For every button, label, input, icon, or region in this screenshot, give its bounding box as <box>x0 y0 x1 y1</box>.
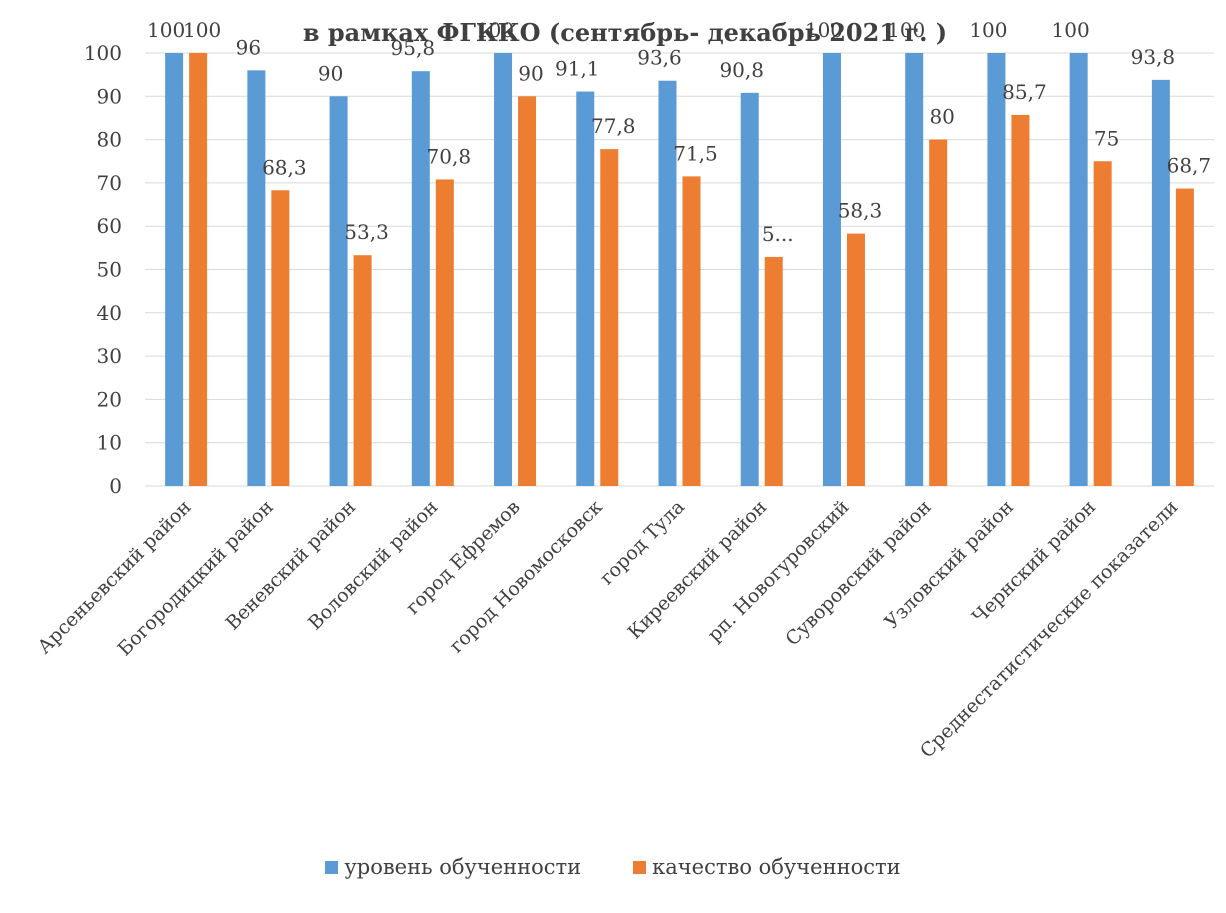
bar-quality <box>518 96 537 487</box>
bar-quality <box>435 179 454 486</box>
bar-quality <box>189 53 208 486</box>
data-label-level: 100 <box>147 18 185 42</box>
legend: уровень обученности качество обученности <box>0 852 1226 882</box>
data-label-quality: 75 <box>1094 126 1119 150</box>
data-label-quality: 58,3 <box>838 199 883 223</box>
data-label-level: 100 <box>1052 18 1090 42</box>
legend-item-quality: качество обученности <box>633 855 901 879</box>
legend-swatch-quality <box>633 860 647 874</box>
bar-level <box>1151 79 1170 486</box>
bar-quality <box>353 255 372 486</box>
bar-level <box>987 53 1006 486</box>
data-label-quality: 85,7 <box>1002 80 1047 104</box>
data-label-quality: 80 <box>929 105 954 129</box>
bar-quality <box>1011 114 1030 486</box>
data-label-level: 91,1 <box>555 57 600 81</box>
data-label-quality: 77,8 <box>591 114 636 138</box>
bar-quality <box>929 139 948 486</box>
bar-level <box>411 71 430 486</box>
y-tick-label: 90 <box>97 84 122 108</box>
data-label-quality: 90 <box>518 61 543 85</box>
legend-swatch-level <box>325 860 339 874</box>
data-label-level: 100 <box>969 18 1007 42</box>
bar-level <box>494 53 513 486</box>
data-label-quality: 5... <box>762 222 794 246</box>
y-tick-label: 20 <box>97 387 122 411</box>
data-label-level: 100 <box>805 18 843 42</box>
y-axis-ticks: 0 10 20 30 40 50 60 70 80 90 100 <box>84 41 122 498</box>
data-label-quality: 53,3 <box>344 220 389 244</box>
y-tick-label: 80 <box>97 128 122 152</box>
bar-level <box>905 53 924 486</box>
x-category-label: Суворовский район <box>781 496 935 650</box>
legend-label-level: уровень обученности <box>344 855 582 879</box>
data-label-level: 90 <box>318 61 343 85</box>
data-label-level: 96 <box>236 35 261 59</box>
data-label-quality: 68,3 <box>262 155 307 179</box>
y-tick-label: 60 <box>97 214 122 238</box>
bar-quality <box>682 176 701 486</box>
bar-level <box>740 92 759 486</box>
bar-quality <box>1175 188 1194 487</box>
bar-level <box>165 53 184 486</box>
y-tick-label: 0 <box>109 474 122 498</box>
y-tick-label: 30 <box>97 344 122 368</box>
bar-level <box>576 91 595 487</box>
data-label-level: 95,8 <box>391 36 436 60</box>
y-tick-label: 100 <box>84 41 122 65</box>
data-label-level: 90,8 <box>719 58 764 82</box>
y-tick-label: 70 <box>97 171 122 195</box>
x-category-label: Богородицкий район <box>113 496 277 660</box>
legend-item-level: уровень обученности <box>325 855 581 879</box>
y-tick-label: 10 <box>97 431 122 455</box>
data-label-level: 93,8 <box>1131 45 1176 69</box>
bar-level <box>247 70 266 486</box>
x-category-label: город Новомосковск <box>445 496 606 657</box>
bar-quality <box>764 256 783 486</box>
x-category-label: Арсеньевский район <box>33 496 195 658</box>
data-label-level: 100 <box>476 18 514 42</box>
y-tick-label: 40 <box>97 301 122 325</box>
bar-quality <box>271 190 290 487</box>
bar-level <box>658 80 677 486</box>
data-label-quality: 71,5 <box>673 141 718 165</box>
data-label-quality: 100 <box>183 18 221 42</box>
bar-quality <box>1093 161 1112 486</box>
chart-title: в рамках ФГККО (сентябрь- декабрь 2021 г… <box>303 18 947 47</box>
bar-level <box>329 96 348 487</box>
y-tick-label: 50 <box>97 258 122 282</box>
bars <box>165 53 1194 487</box>
bar-level <box>822 53 841 486</box>
data-label-quality: 68,7 <box>1167 154 1212 178</box>
x-category-label: рп. Новогуровский <box>703 496 853 646</box>
bar-quality <box>846 233 865 486</box>
data-label-level: 100 <box>887 18 925 42</box>
legend-label-quality: качество обученности <box>652 855 901 879</box>
grid-lines <box>145 52 1214 487</box>
bar-quality <box>600 149 619 486</box>
bar-level <box>1069 53 1088 486</box>
x-category-label: Киреевский район <box>624 496 772 644</box>
data-label-quality: 70,8 <box>427 144 472 168</box>
data-label-level: 93,6 <box>637 46 682 70</box>
